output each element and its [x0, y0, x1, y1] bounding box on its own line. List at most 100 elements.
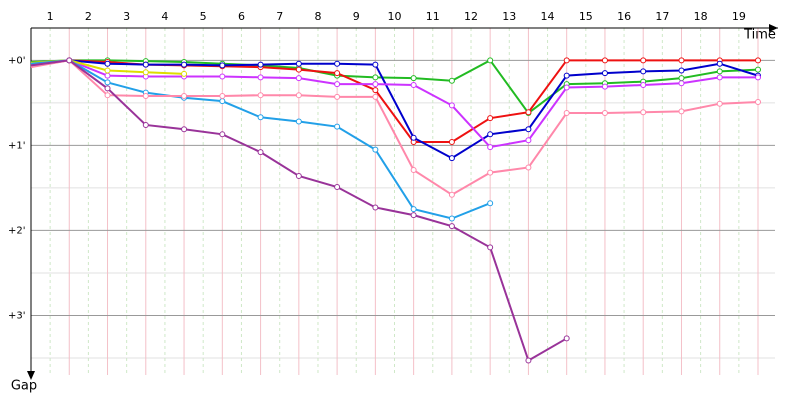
data-point [487, 57, 494, 64]
data-point [563, 72, 570, 79]
y-tick-label: +3' [8, 310, 26, 321]
data-point [755, 74, 761, 81]
series-line [30, 59, 759, 160]
data-point [372, 146, 379, 153]
data-point [334, 60, 341, 67]
data-point [448, 215, 455, 222]
data-point [181, 126, 188, 133]
data-point [295, 75, 302, 82]
data-point [678, 67, 685, 74]
data-point [219, 73, 226, 80]
data-point [525, 357, 532, 364]
x-tick-label: 19 [732, 10, 746, 23]
data-point [372, 81, 379, 88]
data-point [410, 75, 417, 82]
data-point [640, 109, 647, 116]
data-point [487, 169, 494, 176]
data-point [104, 92, 111, 99]
data-point [295, 60, 302, 67]
x-tick-label: 15 [579, 10, 593, 23]
data-point [640, 81, 647, 88]
data-point [678, 75, 685, 82]
data-point [525, 137, 532, 144]
data-point [563, 84, 570, 91]
data-point [601, 57, 608, 64]
x-tick-label: 5 [200, 10, 207, 23]
series-line [30, 59, 759, 196]
data-point [257, 92, 264, 99]
data-point [181, 93, 188, 100]
x-tick-label: 14 [541, 10, 555, 23]
data-point [104, 79, 111, 86]
data-point [334, 123, 341, 130]
data-point [563, 110, 570, 117]
series-line [30, 59, 759, 115]
data-point [755, 98, 761, 105]
x-tick-label: 10 [388, 10, 402, 23]
data-point [295, 172, 302, 179]
data-point [104, 60, 111, 67]
data-point [448, 102, 455, 109]
data-point [295, 118, 302, 125]
series-line [30, 59, 758, 149]
data-point [181, 61, 188, 68]
data-point [142, 61, 149, 68]
x-tick-label: 4 [161, 10, 168, 23]
data-point [678, 80, 685, 87]
data-point [716, 74, 723, 81]
data-point [334, 81, 341, 88]
data-point [448, 77, 455, 84]
x-tick-label: 6 [238, 10, 245, 23]
data-point [372, 93, 379, 100]
x-tick-label: 7 [276, 10, 283, 23]
data-point [372, 61, 379, 68]
data-point [487, 144, 494, 151]
x-tick-label: 18 [694, 10, 708, 23]
data-point [295, 66, 302, 73]
data-point [410, 212, 417, 219]
data-point [334, 70, 341, 77]
data-point [755, 57, 761, 64]
x-arrow [769, 24, 778, 32]
data-point [372, 87, 379, 94]
data-point [295, 92, 302, 99]
data-point [257, 61, 264, 68]
data-point [257, 149, 264, 156]
x-tick-label: 8 [314, 10, 321, 23]
x-tick-label: 11 [426, 10, 440, 23]
data-point [257, 74, 264, 81]
data-point [448, 155, 455, 162]
data-point [181, 70, 188, 77]
data-point [142, 121, 149, 128]
data-point [601, 83, 608, 90]
data-point [410, 167, 417, 174]
data-point [142, 93, 149, 100]
data-point [678, 57, 685, 64]
data-point [525, 164, 532, 171]
data-point [334, 184, 341, 191]
x-tick-label: 3 [123, 10, 130, 23]
x-tick-label: 16 [617, 10, 631, 23]
data-point [640, 68, 647, 75]
data-point [410, 206, 417, 213]
data-point [104, 67, 111, 74]
data-point [372, 204, 379, 211]
data-point [487, 244, 494, 251]
data-point [716, 60, 723, 67]
data-point [525, 109, 532, 116]
data-point [563, 57, 570, 64]
y-tick-label: +2' [8, 225, 26, 236]
x-axis-label: Time [743, 28, 776, 43]
data-point [219, 62, 226, 69]
data-point [66, 57, 73, 64]
data-point [334, 93, 341, 100]
x-tick-label: 1 [47, 10, 54, 23]
y-axis-label: Gap [11, 379, 37, 394]
data-point [487, 115, 494, 122]
data-point [448, 223, 455, 230]
data-point [410, 134, 417, 141]
data-point [601, 110, 608, 117]
data-point [563, 335, 570, 342]
